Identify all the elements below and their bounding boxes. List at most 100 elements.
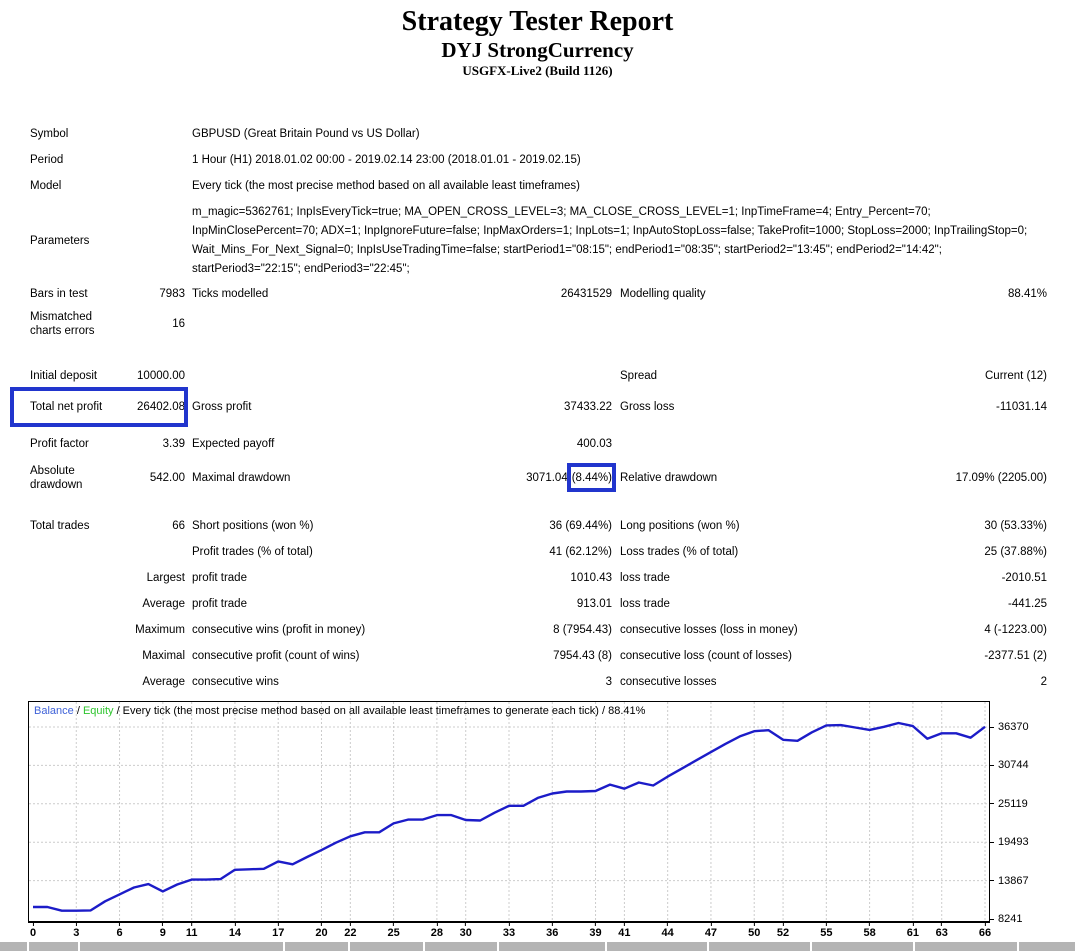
cell-label: Mismatched charts errors: [30, 311, 95, 337]
x-axis-label: 14: [229, 923, 241, 939]
x-axis-label: 17: [272, 923, 284, 939]
cell-label: consecutive losses (loss in money): [620, 624, 798, 636]
parameters-value: m_magic=5362761; InpIsEveryTick=true; MA…: [192, 206, 1028, 275]
table-row-largest: Largest profit trade 1010.43 loss trade …: [30, 565, 1047, 591]
server-build-info: USGFX-Live2 (Build 1126): [462, 63, 613, 78]
cell-label: Modelling quality: [620, 288, 706, 300]
table-row-total-net-profit: Total net profit 26402.08 Gross profit 3…: [10, 387, 1047, 427]
table-header-segment: [0, 942, 27, 951]
cell-label: Absolute drawdown: [30, 465, 83, 491]
model-label: Model: [30, 180, 62, 192]
cell-value: 16: [172, 318, 185, 330]
cell-label: Bars in test: [30, 288, 88, 300]
table-header-segment: [425, 942, 497, 951]
x-axis-label: 25: [387, 923, 400, 939]
period-label: Period: [30, 154, 64, 166]
cell-value: 8 (7954.43): [553, 624, 612, 636]
cell-label: Largest: [146, 572, 185, 584]
cell-label: consecutive loss (count of losses): [620, 650, 792, 662]
period-value: 1 Hour (H1) 2018.01.02 00:00 - 2019.02.1…: [192, 153, 581, 166]
cell-value: -11031.14: [996, 401, 1047, 413]
cell-label: consecutive losses: [620, 676, 717, 688]
table-row-total-trades: Total trades 66 Short positions (won %) …: [30, 513, 1047, 539]
table-row-initial-deposit: Initial deposit 10000.00 Spread Current …: [30, 363, 1047, 389]
cell-value: -2377.51 (2): [984, 650, 1047, 662]
symbol-value: GBPUSD (Great Britain Pound vs US Dollar…: [192, 127, 420, 140]
y-axis-label: 30744: [990, 759, 1029, 771]
cell-label: Average: [142, 598, 185, 610]
x-axis-label: 36: [546, 923, 558, 939]
y-axis-label: 8241: [990, 913, 1022, 925]
x-axis-label: 9: [160, 923, 166, 939]
cell-label: Gross loss: [620, 401, 675, 413]
cell-label: Relative drawdown: [620, 472, 718, 484]
report-header: Strategy Tester Report DYJ StrongCurrenc…: [0, 0, 1075, 79]
cell-label: Expected payoff: [192, 438, 275, 450]
cell-value: 26431529: [560, 288, 612, 300]
balance-legend-label: Balance: [34, 705, 74, 717]
x-axis-label: 47: [705, 923, 717, 939]
cell-value: Current (12): [985, 370, 1047, 382]
table-header-segment: [499, 942, 605, 951]
cell-value: 2: [1040, 676, 1047, 688]
cell-value: 88.41%: [1007, 288, 1047, 300]
table-header-segment: [350, 942, 423, 951]
symbol-row: Symbol GBPUSD (Great Britain Pound vs US…: [30, 121, 1047, 147]
cell-value: 17.09% (2205.00): [955, 472, 1047, 484]
cell-label: Total trades: [30, 520, 90, 532]
x-axis-label: 11: [186, 923, 197, 939]
maximal-drawdown-value: 3071.04: [526, 472, 568, 484]
x-axis-label: 61: [907, 923, 919, 939]
cell-value: 36 (69.44%): [549, 520, 612, 532]
legend-description: / Every tick (the most precise method ba…: [113, 705, 646, 717]
cell-label: Total net profit: [30, 401, 103, 413]
y-axis-label: 25119: [990, 798, 1028, 810]
cell-label: consecutive wins: [192, 676, 279, 688]
cell-label: loss trade: [620, 572, 670, 584]
x-axis-label: 30: [460, 923, 472, 939]
model-value: Every tick (the most precise method base…: [192, 179, 580, 192]
cell-label: Initial deposit: [30, 370, 98, 382]
table-header-segment: [80, 942, 283, 951]
x-axis-label: 41: [618, 923, 631, 939]
x-axis-label: 39: [589, 923, 602, 939]
cell-label: Profit trades (% of total): [192, 546, 313, 558]
cell-label: Loss trades (% of total): [620, 546, 739, 558]
cell-label: consecutive profit (count of wins): [192, 650, 360, 662]
symbol-label: Symbol: [30, 128, 69, 140]
table-row-mismatched-errors: Mismatched charts errors 16: [30, 307, 1047, 341]
bottom-table-strip: [0, 942, 1075, 951]
table-header-segment: [812, 942, 913, 951]
cell-label: loss trade: [620, 598, 670, 610]
chart-legend: Balance / Equity / Every tick (the most …: [34, 705, 646, 717]
x-axis-label: 33: [503, 923, 515, 939]
x-axis-label: 63: [936, 923, 948, 939]
highlight-box-drawdown-pct: (8.44%): [566, 463, 617, 492]
cell-label: Long positions (won %): [620, 520, 740, 532]
cell-value: -2010.51: [1001, 572, 1047, 584]
balance-chart: Balance / Equity / Every tick (the most …: [28, 701, 1075, 943]
cell-value: 400.03: [576, 438, 612, 450]
page-title: Strategy Tester Report: [401, 6, 674, 37]
table-row-average-trade: Average profit trade 913.01 loss trade -…: [30, 591, 1047, 617]
cell-value: 3: [605, 676, 612, 688]
cell-value: -441.25: [1007, 598, 1047, 610]
cell-value: 25 (37.88%): [984, 546, 1047, 558]
equity-legend-label: Equity: [82, 705, 114, 717]
period-row: Period 1 Hour (H1) 2018.01.02 00:00 - 20…: [30, 147, 1047, 173]
cell-label: Spread: [620, 370, 658, 382]
model-row: Model Every tick (the most precise metho…: [30, 173, 1047, 199]
table-row-bars-in-test: Bars in test 7983 Ticks modelled 2643152…: [30, 281, 1047, 307]
cell-value: 542.00: [149, 472, 185, 484]
table-row-maximal-consecutive: Maximal consecutive profit (count of win…: [30, 643, 1047, 669]
x-axis-label: 20: [315, 923, 328, 939]
table-row-profit-factor: Profit factor 3.39 Expected payoff 400.0…: [30, 431, 1047, 457]
x-axis-label: 44: [662, 923, 674, 939]
x-axis-label: 50: [748, 923, 760, 939]
ea-name: DYJ StrongCurrency: [441, 38, 634, 62]
cell-value: 3071.04 (8.44%): [422, 463, 617, 492]
cell-value: 66: [172, 520, 185, 532]
cell-value: 26402.08: [137, 401, 185, 413]
x-axis-label: 22: [344, 923, 356, 939]
